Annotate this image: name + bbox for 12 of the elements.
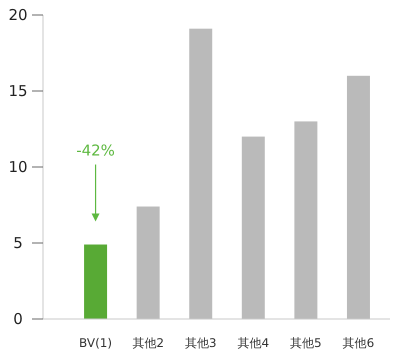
y-tick-label: 15 — [8, 82, 28, 100]
x-tick-label: 其他3 — [184, 336, 217, 350]
y-tick-label: 20 — [8, 6, 28, 24]
annotation: -42% — [76, 142, 115, 160]
x-tick-label: 其他4 — [237, 336, 270, 350]
y-tick-label: 5 — [13, 234, 23, 252]
x-tick-label: BV(1) — [79, 336, 112, 350]
y-tick-label: 0 — [13, 310, 23, 328]
y-tick-label: 10 — [8, 158, 28, 176]
x-tick-label: 其他5 — [290, 336, 322, 350]
x-tick-label: 其他2 — [132, 336, 164, 350]
x-tick-label: 其他6 — [342, 336, 374, 350]
